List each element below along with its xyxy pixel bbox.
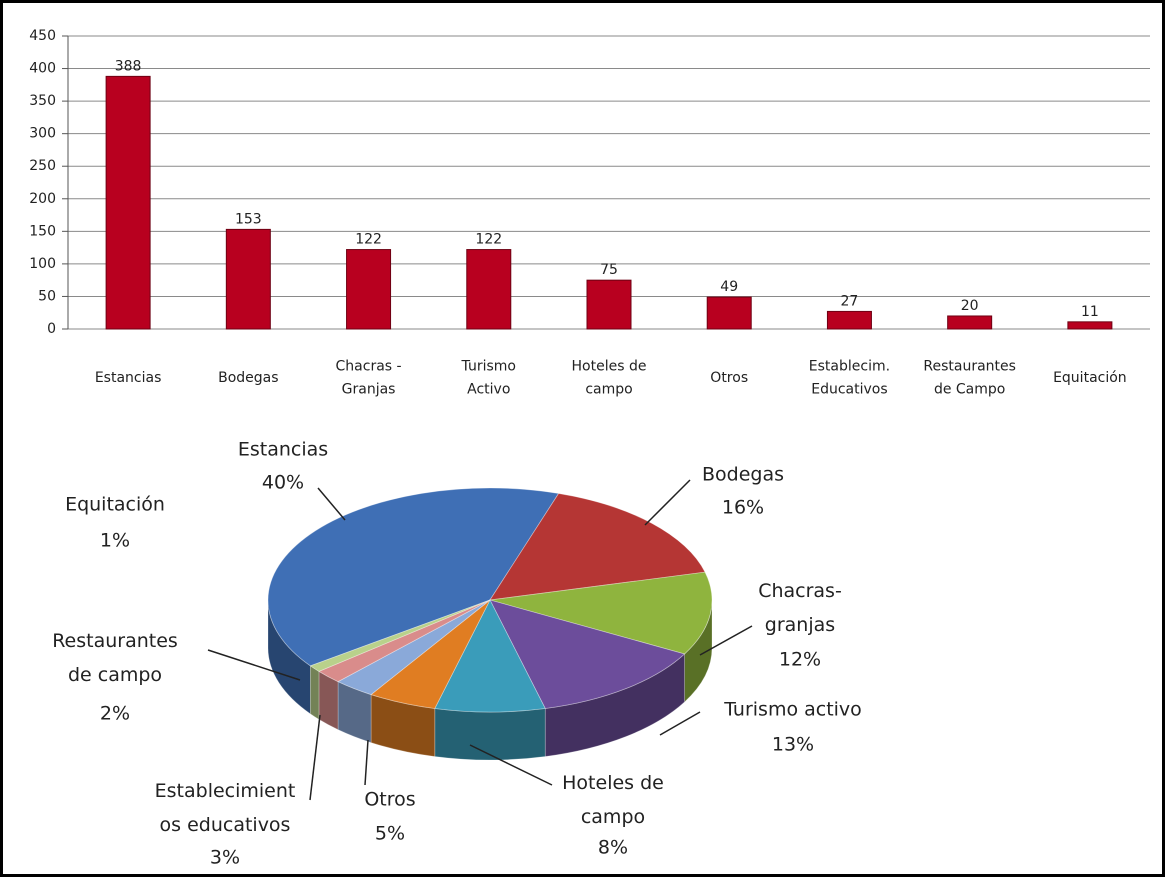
slice-label: Restaurantes de campo (52, 630, 178, 686)
x-tick-label: Chacras -Granjas (336, 359, 402, 398)
slice (489, 571, 713, 655)
value-label: 11 (1081, 304, 1099, 320)
slice-value: 12% (779, 649, 821, 671)
slice-label: Turismo activo (723, 699, 862, 721)
slice (370, 599, 491, 709)
slice-value: 13% (772, 734, 814, 756)
value-label: 20 (961, 298, 979, 314)
bar (1067, 321, 1113, 330)
slice-side (309, 665, 320, 721)
x-tick-label: Otros (710, 370, 748, 386)
leader-line (364, 739, 369, 786)
slice-value: 5% (375, 823, 405, 845)
y-tick-label: 250 (29, 158, 56, 174)
y-tick-label: 350 (29, 93, 56, 109)
leader-line (469, 744, 553, 786)
slice (309, 599, 491, 672)
value-label: 122 (475, 232, 502, 248)
value-label: 122 (355, 232, 382, 248)
x-tick-label: Turismo Activo (461, 359, 516, 398)
slice (337, 599, 491, 696)
value-label: 27 (841, 293, 859, 309)
y-tick-label: 50 (38, 288, 56, 304)
bar (225, 228, 271, 330)
x-tick-label: Estancias (95, 370, 162, 386)
slice-value: 2% (100, 703, 130, 725)
slice-label: Hoteles de campo (562, 772, 664, 828)
slice-label: Establecimient os educativos (155, 780, 296, 836)
slice-value: 3% (210, 847, 240, 869)
slice-label: Bodegas (702, 464, 784, 486)
bar (947, 315, 993, 330)
y-tick-label: 400 (29, 61, 56, 77)
slice-label: Estancias (238, 439, 328, 461)
slice (489, 599, 686, 709)
x-tick-label: Equitación (1053, 370, 1127, 386)
y-tick-label: 450 (29, 28, 56, 44)
y-tick-label: 0 (47, 321, 56, 337)
slice-value: 40% (262, 472, 304, 494)
slice-label: Equitación (65, 494, 165, 516)
bar (346, 249, 392, 330)
leader-line (659, 711, 701, 736)
y-tick-label: 300 (29, 126, 56, 142)
leader-line (699, 625, 753, 656)
x-tick-label: Restaurantes de Campo (923, 359, 1016, 398)
slice-side (434, 708, 546, 761)
slice (318, 599, 491, 683)
value-label: 75 (600, 262, 618, 278)
y-tick-label: 150 (29, 223, 56, 239)
x-tick-label: Bodegas (218, 370, 278, 386)
value-label: 153 (235, 211, 262, 227)
slice (434, 599, 546, 713)
x-tick-label: Hoteles de campo (572, 359, 647, 398)
y-tick-label: 100 (29, 256, 56, 272)
bar (826, 310, 872, 330)
slice (489, 493, 706, 601)
leader-line (309, 714, 321, 801)
bar (586, 279, 632, 330)
value-label: 388 (115, 58, 142, 74)
slice-value: 16% (722, 497, 764, 519)
bar (105, 75, 151, 330)
leader-line (317, 487, 346, 521)
slice-label: Chacras-granjas (758, 580, 842, 636)
slice-label: Otros (364, 789, 415, 811)
leader-line (644, 479, 691, 526)
slice-value: 1% (100, 530, 130, 552)
bar (706, 296, 752, 330)
bar (466, 249, 512, 330)
y-tick-label: 200 (29, 191, 56, 207)
slice-value: 8% (598, 837, 628, 859)
leader-line (207, 649, 301, 681)
slice (267, 487, 560, 667)
value-label: 49 (720, 279, 738, 295)
x-tick-label: Establecim. Educativos (809, 359, 890, 398)
